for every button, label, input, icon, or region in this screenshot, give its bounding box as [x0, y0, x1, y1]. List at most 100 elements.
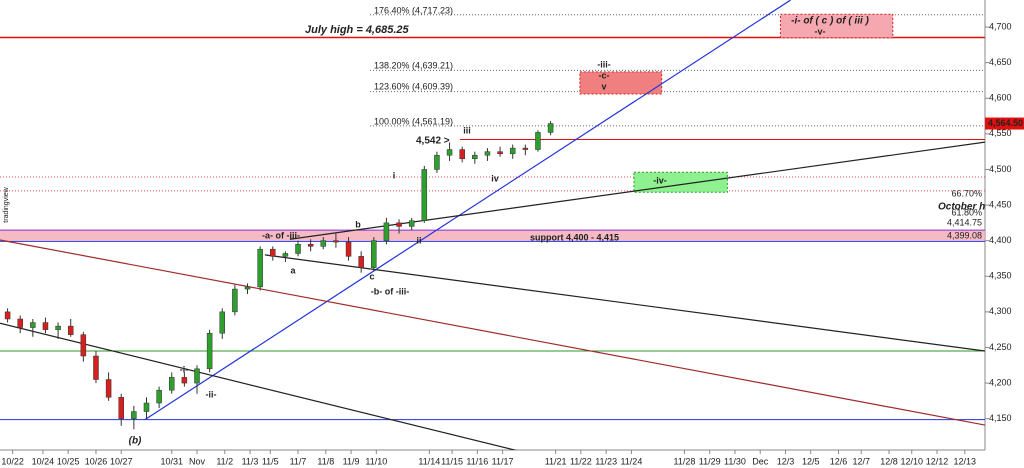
candle-body	[118, 397, 124, 419]
wave-annotation: (b)	[129, 436, 142, 447]
level-label: 61.80%	[951, 207, 982, 217]
x-tick-label: 10/31	[160, 456, 183, 466]
x-tick-label: 11/28	[674, 456, 696, 466]
candle-body	[55, 325, 61, 330]
candle-body	[320, 240, 327, 247]
y-tick-label: 4,250	[989, 342, 1012, 352]
candle-body	[459, 149, 465, 160]
candle-body	[446, 149, 453, 156]
y-tick-label: 4,400	[989, 235, 1012, 245]
x-tick-label: 11/14	[418, 456, 440, 466]
wave-label: -iii-	[597, 59, 611, 69]
y-tick-label: 4,450	[989, 199, 1012, 209]
candle-body	[80, 334, 87, 357]
candle-body	[181, 377, 188, 384]
candle-body	[522, 147, 529, 150]
candle-body	[509, 147, 516, 155]
candle-body	[257, 248, 263, 288]
support-band	[0, 229, 985, 241]
x-tick-label: 12/12	[926, 456, 949, 466]
last-price-label: 4,564.50	[988, 118, 1023, 128]
candle-body	[345, 241, 352, 257]
candle-body	[131, 411, 137, 419]
candle-body	[396, 222, 402, 227]
x-tick-label: 11/2	[216, 456, 233, 466]
x-tick-label: 11/9	[343, 456, 360, 466]
level-label: 4,542 >	[416, 136, 450, 147]
wave-label: -iv-	[653, 175, 667, 185]
x-tick-label: 11/21	[545, 456, 567, 466]
x-tick-label: 12/8	[880, 456, 898, 466]
wave-label: -i- of ( c ) of ( iii )	[791, 16, 869, 27]
candle-body	[434, 154, 440, 170]
y-tick-label: 4,700	[989, 21, 1012, 31]
level-label: 4,399.08	[947, 230, 982, 240]
x-tick-label: Dec	[752, 456, 769, 466]
candle-body	[383, 222, 390, 241]
candle-body	[295, 243, 301, 254]
x-tick-label: 11/10	[365, 456, 387, 466]
x-tick-label: 10/27	[110, 456, 133, 466]
candle-body	[105, 379, 112, 398]
x-tick-label: 11/8	[317, 456, 334, 466]
wave-annotation: iv	[491, 173, 499, 183]
x-tick-label: 11/29	[699, 456, 721, 466]
x-tick-label: 11/24	[620, 456, 642, 466]
x-tick-label: 11/7	[290, 456, 307, 466]
x-tick-label: 11/23	[595, 456, 617, 466]
candle-body	[143, 402, 150, 412]
wave-annotation: -ii-	[206, 389, 217, 399]
trendline	[0, 239, 985, 426]
wave-annotation: -a- of -iii-	[262, 230, 300, 240]
candle-body	[497, 151, 503, 155]
level-label: 100.00% (4,561.19)	[374, 116, 453, 126]
candle-body	[156, 389, 162, 404]
level-label: 123.60% (4,609.39)	[374, 81, 453, 91]
candle-body	[307, 243, 314, 247]
candle-body	[93, 355, 99, 380]
trendline	[144, 0, 791, 421]
wave-box	[579, 71, 663, 95]
wave-annotation: a	[290, 265, 296, 275]
x-tick-label: 12/3	[777, 456, 795, 466]
candle-body	[42, 322, 49, 330]
wave-annotation: i	[393, 170, 396, 180]
y-tick-label: 4,350	[989, 271, 1012, 281]
level-label: 66.70%	[951, 188, 982, 198]
wave-annotation: -b- of -iii-	[371, 286, 409, 296]
candle-body	[232, 288, 238, 313]
x-tick-label: 12/5	[802, 456, 820, 466]
candle-body	[535, 132, 541, 150]
wave-label: -c-	[599, 70, 610, 80]
x-tick-label: 11/30	[724, 456, 746, 466]
y-tick-label: 4,600	[989, 93, 1012, 103]
x-tick-label: 12/10	[900, 456, 923, 466]
candle-body	[206, 332, 213, 370]
wave-label: -v-	[815, 26, 826, 36]
band-label: support 4,400 - 4,415	[530, 232, 619, 242]
candle-body	[270, 248, 276, 257]
y-tick-label: 4,550	[989, 128, 1012, 138]
candle-body	[194, 368, 200, 384]
candle-body	[408, 220, 415, 227]
x-tick-label: 12/6	[830, 456, 848, 466]
wave-box	[779, 13, 894, 39]
wave-box	[633, 171, 728, 193]
x-tick-label: 11/3	[242, 456, 259, 466]
level-label: July high = 4,685.25	[305, 24, 410, 36]
candle-body	[67, 325, 74, 335]
wave-annotation: tradingview	[3, 186, 10, 222]
y-tick-label: 4,500	[989, 164, 1012, 174]
wave-label: v	[601, 81, 606, 91]
wave-annotation: -i-	[180, 364, 189, 374]
y-tick-label: 4,200	[989, 377, 1012, 387]
candle-body	[168, 377, 175, 391]
x-tick-label: 10/24	[32, 456, 55, 466]
candle-body	[472, 154, 478, 160]
x-tick-label: 11/5	[262, 456, 279, 466]
wave-annotation: c	[369, 271, 374, 281]
x-tick-label: 11/22	[570, 456, 592, 466]
candle-body	[421, 169, 428, 221]
x-tick-label: 10/26	[85, 456, 108, 466]
